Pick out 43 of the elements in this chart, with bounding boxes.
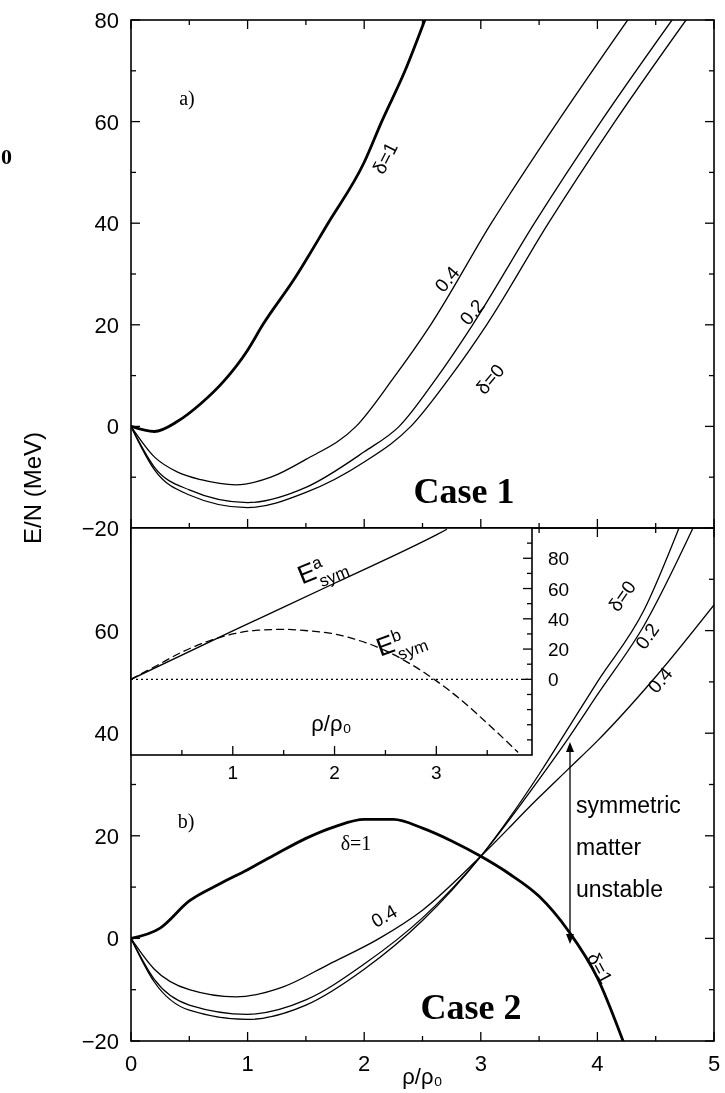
x-axis-title: ρ/ρ₀ <box>402 1064 443 1089</box>
y-tick-label: 0 <box>106 926 119 952</box>
x-tick-label: 3 <box>474 1051 487 1076</box>
y-axis-title: E/N (MeV) <box>19 431 46 545</box>
y-tick-label: 60 <box>94 109 119 135</box>
annotation: 0.4 <box>430 261 464 296</box>
y-tick-label: 60 <box>548 578 570 600</box>
annotation: δ=0 <box>471 359 509 399</box>
x-tick-label: 5 <box>707 1051 721 1076</box>
x-tick-label: 4 <box>591 1051 604 1076</box>
y-tick-label: 0 <box>548 669 559 691</box>
text: 0 <box>1 143 12 169</box>
annotation: 0.2 <box>455 295 489 329</box>
y-tick-label: 80 <box>548 548 570 570</box>
y-tick-label: 20 <box>94 823 119 849</box>
annotation: 0.4 <box>643 662 677 697</box>
y-tick-label: 80 <box>94 8 119 33</box>
x-tick-label: 1 <box>227 762 239 783</box>
x-tick-label: 0 <box>124 1051 138 1076</box>
annotation: 0.2 <box>630 619 664 653</box>
y-tick-label: 20 <box>548 639 570 661</box>
annotation: symmetric matter unstable <box>576 792 681 902</box>
y-tick-label: 0 <box>106 414 119 440</box>
x-axis-title: ρ/ρ₀ <box>311 711 352 736</box>
annotation: b) <box>177 810 195 833</box>
y-tick-label: 40 <box>94 211 119 237</box>
x-tick-label: 2 <box>329 762 340 783</box>
annotation: a) <box>179 87 195 110</box>
y-tick-label: 60 <box>94 618 119 644</box>
x-tick-label: 2 <box>358 1051 371 1076</box>
annotation: Case 1 <box>413 470 515 511</box>
annotation: δ=1 <box>368 138 402 178</box>
x-tick-label: 1 <box>241 1051 254 1076</box>
y-tick-label: 20 <box>94 312 119 338</box>
annotation: 0.4 <box>367 900 402 932</box>
annotation: δ=0 <box>604 576 640 616</box>
x-tick-label: 3 <box>431 762 442 783</box>
annotation: δ=1 <box>340 832 372 854</box>
y-tick-label: −20 <box>81 1029 119 1054</box>
y-tick-label: −20 <box>81 516 119 541</box>
y-tick-label: 40 <box>548 608 570 630</box>
annotation: Case 2 <box>420 986 522 1027</box>
y-tick-label: 40 <box>94 721 119 747</box>
